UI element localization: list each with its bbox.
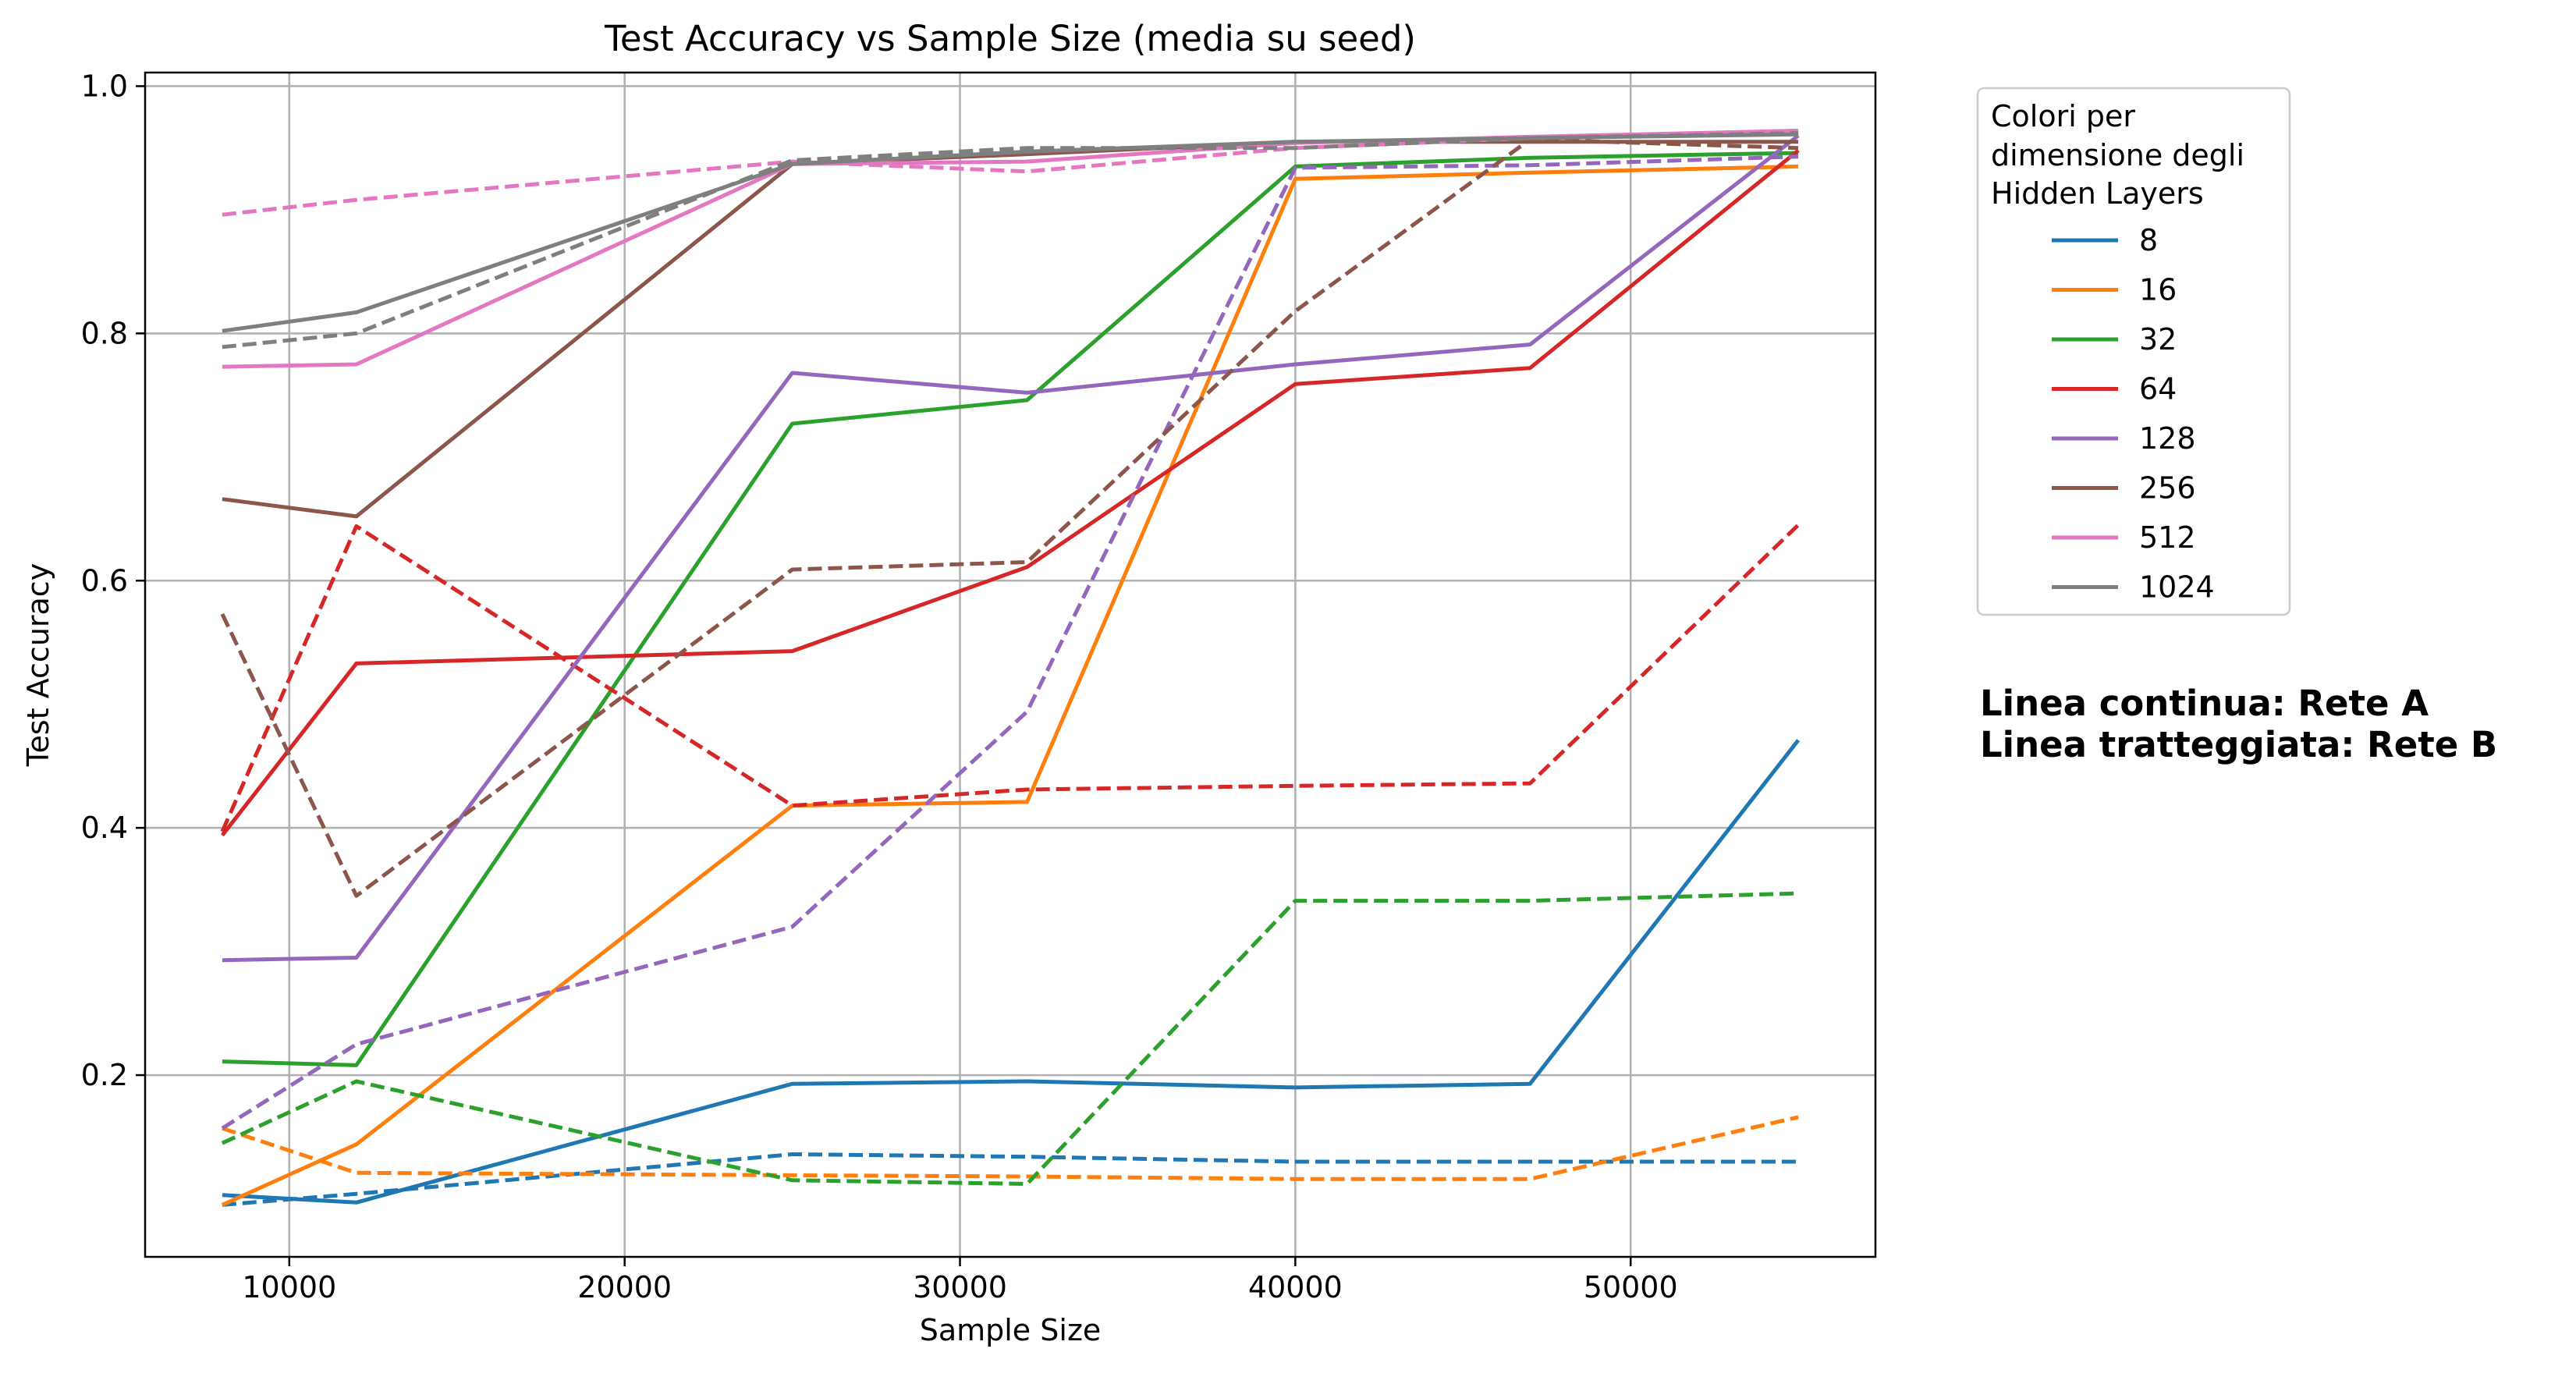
legend-label-8: 8 — [2139, 223, 2158, 257]
y-tick-label: 1.0 — [81, 69, 128, 103]
series-256-rete-b-line — [220, 137, 1799, 898]
x-tick-label: 50000 — [1584, 1270, 1678, 1304]
legend-title-line-1: Colori per — [1991, 99, 2135, 133]
annotation-rete-b: Linea tratteggiata: Rete B — [1980, 724, 2497, 765]
x-axis-label: Sample Size — [920, 1313, 1102, 1347]
chart-title: Test Accuracy vs Sample Size (media su s… — [604, 18, 1416, 59]
y-tick-label: 0.2 — [81, 1058, 128, 1092]
series-32-rete-a-line — [222, 151, 1799, 1067]
series-128-rete-a-line — [222, 133, 1800, 963]
series-1024-rete-a-line — [222, 132, 1799, 333]
series-32-rete-b-line — [221, 891, 1799, 1186]
legend-label-512: 512 — [2139, 520, 2196, 555]
legend-items: 8 16 32 64 128 256 512 1024 — [2052, 223, 2215, 605]
series-8-rete-b-line — [222, 1152, 1799, 1207]
series-256-rete-a-line — [222, 140, 1799, 519]
series-64-rete-a-line — [220, 148, 1800, 837]
x-tick-label: 30000 — [913, 1270, 1007, 1304]
grid — [145, 73, 1875, 1257]
plot-frame — [144, 71, 1877, 1258]
annotation-rete-a: Linea continua: Rete A — [1980, 683, 2429, 724]
x-tick-label: 10000 — [242, 1270, 336, 1304]
legend-label-256: 256 — [2139, 471, 2196, 506]
series-128-rete-b-line — [221, 154, 1799, 1130]
legend-title-line-2: dimensione degli — [1991, 138, 2244, 172]
legend-label-32: 32 — [2139, 322, 2177, 357]
series-16-rete-b-line — [222, 1115, 1799, 1181]
series-64-rete-b-line — [220, 523, 1800, 832]
y-tick-label: 0.6 — [81, 563, 128, 598]
legend-label-16: 16 — [2139, 273, 2177, 307]
axis-ticks: 10000 20000 30000 40000 50000 0.2 0.4 0.6 0.8 1.0 — [81, 69, 1678, 1304]
legend: Colori per dimensione degli Hidden Layer… — [1976, 87, 2291, 616]
y-axis-label: Test Accuracy — [21, 563, 55, 767]
legend-label-64: 64 — [2139, 372, 2177, 406]
series-16-rete-a-line — [221, 164, 1799, 1207]
y-tick-label: 0.4 — [81, 811, 128, 845]
series-512-rete-a-line — [222, 129, 1799, 369]
series-lines — [220, 129, 1801, 1207]
x-tick-label: 40000 — [1248, 1270, 1343, 1304]
series-1024-rete-b-line — [222, 131, 1799, 350]
y-tick-label: 0.8 — [81, 316, 128, 350]
legend-title-line-3: Hidden Layers — [1991, 176, 2204, 211]
series-8-rete-a-line — [222, 739, 1801, 1205]
x-tick-label: 20000 — [577, 1270, 672, 1304]
legend-label-1024: 1024 — [2139, 570, 2215, 605]
legend-label-128: 128 — [2139, 421, 2196, 456]
legend-box — [1976, 87, 2291, 616]
